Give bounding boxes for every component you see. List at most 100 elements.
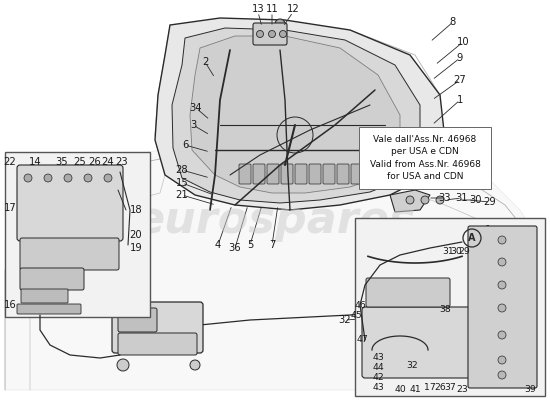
Text: 44: 44 — [372, 364, 384, 372]
Text: 9: 9 — [457, 53, 463, 63]
Text: 37: 37 — [444, 384, 456, 392]
Circle shape — [498, 258, 506, 266]
Text: 39: 39 — [524, 386, 536, 394]
Text: 12: 12 — [287, 4, 299, 14]
Text: 27: 27 — [454, 75, 466, 85]
Circle shape — [436, 196, 444, 204]
Circle shape — [275, 19, 285, 29]
Text: 11: 11 — [266, 4, 278, 14]
Text: 43: 43 — [372, 384, 384, 392]
Text: 32: 32 — [406, 360, 418, 370]
Text: 26: 26 — [434, 384, 446, 392]
Circle shape — [498, 331, 506, 339]
Circle shape — [279, 30, 287, 38]
Text: 31: 31 — [456, 193, 468, 203]
Circle shape — [190, 360, 200, 370]
Text: 31: 31 — [442, 248, 454, 256]
Circle shape — [406, 196, 414, 204]
Text: 41: 41 — [409, 386, 421, 394]
FancyBboxPatch shape — [267, 164, 279, 184]
FancyBboxPatch shape — [20, 268, 84, 290]
Text: A: A — [484, 225, 492, 235]
Text: 38: 38 — [439, 306, 451, 314]
Text: 17: 17 — [4, 203, 16, 213]
FancyBboxPatch shape — [5, 152, 150, 317]
Text: 34: 34 — [190, 103, 202, 113]
FancyBboxPatch shape — [253, 164, 265, 184]
Polygon shape — [155, 18, 445, 210]
Text: 32: 32 — [339, 315, 351, 325]
Text: 29: 29 — [458, 248, 470, 256]
FancyBboxPatch shape — [17, 304, 81, 314]
Text: 13: 13 — [252, 4, 265, 14]
Polygon shape — [390, 190, 430, 212]
Text: Vale dall'Ass.Nr. 46968
per USA e CDN
Valid from Ass.Nr. 46968
for USA and CDN: Vale dall'Ass.Nr. 46968 per USA e CDN Va… — [370, 135, 481, 181]
FancyBboxPatch shape — [355, 218, 545, 396]
Text: 30: 30 — [450, 248, 462, 256]
Text: 17: 17 — [424, 384, 436, 392]
Text: 46: 46 — [354, 300, 366, 310]
Text: 16: 16 — [4, 300, 16, 310]
Text: 2: 2 — [202, 57, 208, 67]
Text: 36: 36 — [229, 243, 241, 253]
Text: 10: 10 — [456, 37, 469, 47]
Text: 23: 23 — [456, 386, 468, 394]
FancyBboxPatch shape — [366, 278, 450, 307]
FancyBboxPatch shape — [359, 127, 491, 189]
Text: eurospares: eurospares — [134, 198, 416, 242]
Text: 43: 43 — [372, 354, 384, 362]
Text: A: A — [468, 233, 476, 243]
Text: 23: 23 — [116, 157, 128, 167]
Text: 15: 15 — [175, 178, 188, 188]
Text: 8: 8 — [450, 17, 456, 27]
Text: 22: 22 — [4, 157, 16, 167]
Circle shape — [256, 30, 263, 38]
Circle shape — [64, 174, 72, 182]
Text: 1: 1 — [457, 95, 463, 105]
FancyBboxPatch shape — [281, 164, 293, 184]
Text: 29: 29 — [483, 197, 496, 207]
Circle shape — [498, 356, 506, 364]
Text: 25: 25 — [74, 157, 86, 167]
Text: 3: 3 — [190, 120, 196, 130]
Circle shape — [421, 196, 429, 204]
Text: 21: 21 — [175, 190, 188, 200]
FancyBboxPatch shape — [118, 333, 197, 355]
Circle shape — [268, 30, 276, 38]
Text: 47: 47 — [356, 336, 368, 344]
FancyBboxPatch shape — [468, 226, 537, 388]
FancyBboxPatch shape — [20, 238, 119, 270]
Text: 4: 4 — [215, 240, 221, 250]
Text: 5: 5 — [247, 240, 253, 250]
Text: 33: 33 — [439, 193, 451, 203]
FancyBboxPatch shape — [337, 164, 349, 184]
Circle shape — [104, 174, 112, 182]
FancyBboxPatch shape — [17, 165, 123, 241]
Circle shape — [24, 174, 32, 182]
FancyBboxPatch shape — [118, 308, 157, 332]
FancyBboxPatch shape — [21, 289, 68, 303]
FancyBboxPatch shape — [239, 164, 251, 184]
FancyBboxPatch shape — [323, 164, 335, 184]
Circle shape — [117, 359, 129, 371]
Text: 26: 26 — [89, 157, 101, 167]
Circle shape — [498, 304, 506, 312]
Circle shape — [498, 281, 506, 289]
Text: 19: 19 — [130, 243, 142, 253]
FancyBboxPatch shape — [309, 164, 321, 184]
Text: 40: 40 — [394, 386, 406, 394]
Text: 42: 42 — [372, 374, 384, 382]
FancyBboxPatch shape — [253, 23, 287, 45]
Polygon shape — [5, 148, 545, 390]
Circle shape — [498, 371, 506, 379]
FancyBboxPatch shape — [112, 302, 203, 353]
Text: 18: 18 — [130, 205, 142, 215]
Text: 7: 7 — [269, 240, 275, 250]
Text: 30: 30 — [470, 195, 482, 205]
Circle shape — [84, 174, 92, 182]
Circle shape — [277, 117, 313, 153]
Text: 6: 6 — [182, 140, 188, 150]
FancyBboxPatch shape — [362, 307, 473, 378]
FancyBboxPatch shape — [295, 164, 307, 184]
Polygon shape — [190, 36, 400, 193]
